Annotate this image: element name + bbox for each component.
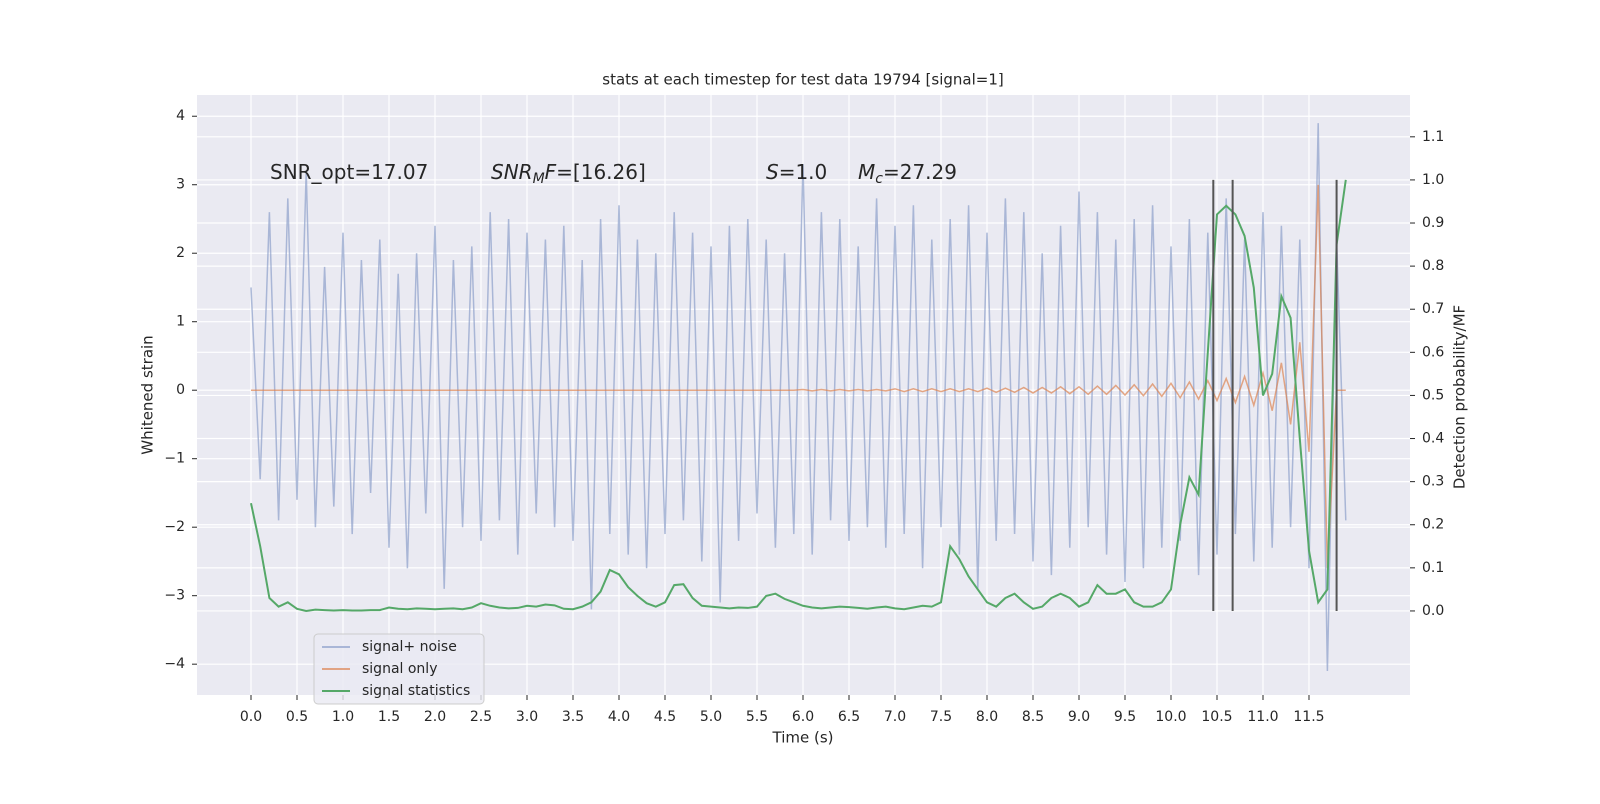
annotation: SNRMF=[16.26] — [491, 160, 646, 188]
annotation-part: =1.0 — [779, 160, 828, 184]
y2-axis-label: Detection probability/MF — [1451, 305, 1469, 489]
y2-tick-label: 0.4 — [1422, 431, 1444, 447]
legend-label: signal statistics — [362, 683, 470, 699]
legend-label: signal+ noise — [362, 639, 457, 655]
y-tick-label: 2 — [176, 245, 185, 261]
x-tick-label: 9.5 — [1114, 709, 1136, 725]
labels: 0.0 0.5 1.0 1.5 2.0 2.5 3.0 3.5 4.0 4.5 5.0 5.5 6.0 6… — [164, 108, 1444, 725]
x-tick-label: 11.5 — [1293, 709, 1324, 725]
x-tick-label: 2.5 — [470, 709, 492, 725]
x-tick-label: 4.5 — [654, 709, 676, 725]
x-tick-label: 11.0 — [1247, 709, 1278, 725]
y-axis-label: Whitened strain — [139, 335, 157, 454]
annotation-part: c — [875, 171, 883, 187]
annotation-part: M — [533, 171, 545, 187]
y2-tick-label: 0.9 — [1422, 215, 1444, 231]
y-tick-label: −3 — [164, 588, 185, 604]
y2-tick-label: 0.8 — [1422, 258, 1444, 274]
y2-tick-label: 0.5 — [1422, 387, 1444, 403]
x-tick-label: 8.5 — [1022, 709, 1044, 725]
y-tick-label: −4 — [164, 656, 185, 672]
y2-tick-label: 0.1 — [1422, 560, 1444, 576]
x-tick-label: 3.0 — [516, 709, 538, 725]
x-tick-label: 2.0 — [424, 709, 446, 725]
y-tick-label: 3 — [176, 177, 185, 193]
annotation-part: =[16.26] — [556, 160, 646, 184]
annotation-part: SNR_opt=17.07 — [270, 160, 428, 184]
y-tick-label: 1 — [176, 314, 185, 330]
x-tick-label: 4.0 — [608, 709, 630, 725]
y-tick-label: −2 — [164, 519, 185, 535]
y2-tick-label: 0.2 — [1422, 517, 1444, 533]
x-axis-label: Time (s) — [772, 729, 834, 747]
series-line — [251, 184, 1346, 569]
annotation-part: =27.29 — [883, 160, 957, 184]
x-tick-label: 0.5 — [286, 709, 308, 725]
series-line — [250, 123, 1347, 672]
x-tick-label: 10.5 — [1201, 709, 1232, 725]
legend: signal+ noise signal only signal statistic… — [313, 633, 485, 705]
legend-label: signal only — [362, 661, 437, 677]
x-tick-label: 5.0 — [700, 709, 722, 725]
x-tick-label: 7.5 — [930, 709, 952, 725]
grid — [197, 95, 1410, 695]
x-tick-label: 5.5 — [746, 709, 768, 725]
annotation: S=1.0 — [766, 160, 827, 184]
x-tick-label: 7.0 — [884, 709, 906, 725]
x-tick-label: 1.5 — [378, 709, 400, 725]
y2-tick-label: 0.6 — [1422, 344, 1444, 360]
annotation-part: M — [858, 160, 875, 184]
chart-title: stats at each timestep for test data 197… — [602, 71, 1003, 89]
x-tick-label: 0.0 — [240, 709, 262, 725]
x-tick-label: 3.5 — [562, 709, 584, 725]
x-tick-label: 9.0 — [1068, 709, 1090, 725]
annotation-part: SNR — [491, 160, 533, 184]
y2-tick-label: 1.1 — [1422, 129, 1444, 145]
y-tick-label: 0 — [176, 382, 185, 398]
annotation: SNR_opt=17.07 — [270, 160, 428, 184]
x-tick-label: 10.0 — [1155, 709, 1186, 725]
y2-tick-label: 1.0 — [1422, 172, 1444, 188]
x-tick-label: 6.5 — [838, 709, 860, 725]
y2-tick-label: 0.3 — [1422, 474, 1444, 490]
annotation-part: S — [766, 160, 779, 184]
y-tick-label: −1 — [164, 451, 185, 467]
x-tick-label: 6.0 — [792, 709, 814, 725]
y2-tick-label: 0.0 — [1422, 603, 1444, 619]
annotation-part: F — [545, 160, 557, 184]
annotation: Mc=27.29 — [858, 160, 957, 188]
x-tick-label: 1.0 — [332, 709, 354, 725]
series-line — [250, 179, 1347, 612]
y2-tick-label: 0.7 — [1422, 301, 1444, 317]
x-tick-label: 8.0 — [976, 709, 998, 725]
marks — [250, 123, 1347, 672]
legend-box — [313, 633, 485, 705]
y-tick-label: 4 — [176, 108, 185, 124]
